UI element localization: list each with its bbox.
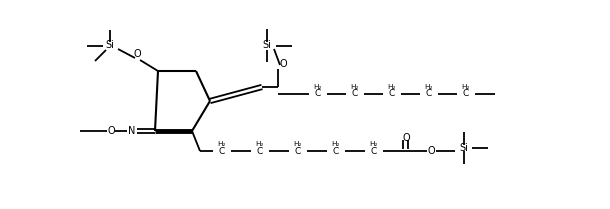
- Text: C: C: [352, 89, 358, 98]
- Text: O: O: [427, 146, 435, 156]
- Text: Si: Si: [106, 40, 115, 50]
- Text: C: C: [257, 147, 263, 155]
- Text: H₂: H₂: [461, 84, 469, 90]
- Text: O: O: [107, 126, 115, 136]
- Text: C: C: [463, 89, 469, 98]
- Text: O: O: [133, 49, 141, 59]
- Text: C: C: [315, 89, 321, 98]
- Text: H₂: H₂: [387, 84, 395, 90]
- Text: H₂: H₂: [255, 141, 263, 147]
- Text: Si: Si: [459, 143, 468, 153]
- Text: H₂: H₂: [369, 141, 377, 147]
- Text: C: C: [389, 89, 395, 98]
- Text: C: C: [219, 147, 225, 155]
- Text: O: O: [402, 133, 410, 143]
- Text: N: N: [128, 126, 135, 136]
- Text: H₂: H₂: [217, 141, 225, 147]
- Text: C: C: [371, 147, 377, 155]
- Text: H₂: H₂: [424, 84, 432, 90]
- Text: H₂: H₂: [350, 84, 358, 90]
- Text: H₂: H₂: [331, 141, 339, 147]
- Text: Si: Si: [262, 40, 271, 50]
- Text: C: C: [426, 89, 432, 98]
- Text: H₂: H₂: [313, 84, 321, 90]
- Text: C: C: [295, 147, 301, 155]
- Text: H₂: H₂: [293, 141, 301, 147]
- Text: C: C: [333, 147, 339, 155]
- Text: O: O: [279, 59, 287, 69]
